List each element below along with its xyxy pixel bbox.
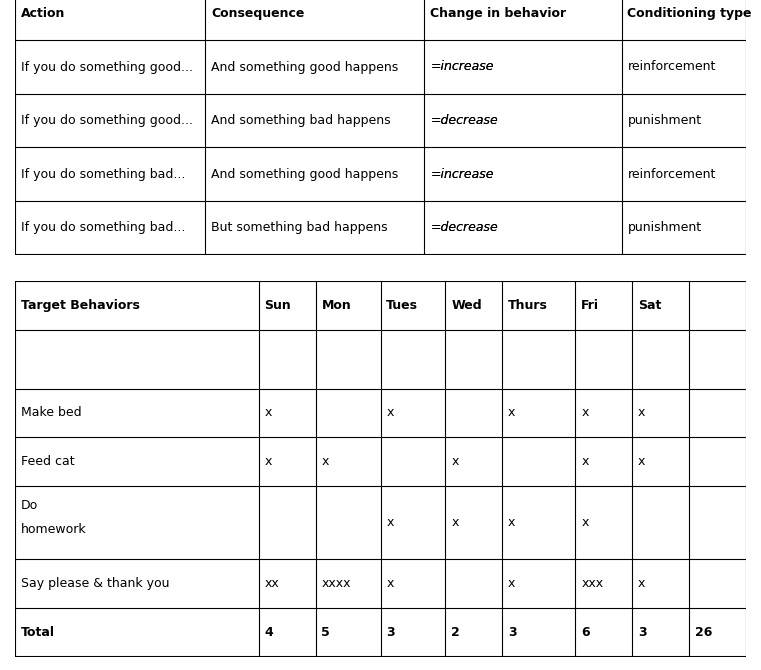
- Text: x: x: [638, 455, 645, 468]
- Text: reinforcement: reinforcement: [627, 168, 716, 181]
- Text: 3: 3: [508, 626, 517, 639]
- Text: =decrease: =decrease: [430, 221, 498, 234]
- Text: Mon: Mon: [321, 299, 351, 312]
- Text: x: x: [638, 577, 645, 590]
- Text: 4: 4: [265, 626, 273, 639]
- Text: x: x: [387, 516, 393, 529]
- Text: x: x: [508, 407, 515, 419]
- Text: =increase: =increase: [430, 168, 494, 181]
- Text: 5: 5: [321, 626, 330, 639]
- Text: Tues: Tues: [387, 299, 419, 312]
- Text: 3: 3: [638, 626, 647, 639]
- Text: Say please & thank you: Say please & thank you: [21, 577, 170, 590]
- Text: reinforcement: reinforcement: [627, 60, 716, 74]
- Text: xx: xx: [265, 577, 279, 590]
- Text: x: x: [508, 577, 515, 590]
- Text: Thurs: Thurs: [508, 299, 548, 312]
- Text: x: x: [638, 407, 645, 419]
- Text: Fri: Fri: [581, 299, 599, 312]
- Text: And something bad happens: And something bad happens: [211, 114, 390, 127]
- Text: If you do something bad...: If you do something bad...: [21, 168, 186, 181]
- Text: x: x: [451, 455, 459, 468]
- Text: xxx: xxx: [581, 577, 603, 590]
- Text: x: x: [387, 407, 393, 419]
- Text: Sun: Sun: [265, 299, 291, 312]
- Text: If you do something bad...: If you do something bad...: [21, 221, 186, 234]
- Text: =increase: =increase: [430, 60, 494, 74]
- Text: =decrease: =decrease: [430, 221, 498, 234]
- Text: And something good happens: And something good happens: [211, 60, 398, 74]
- Text: x: x: [581, 455, 588, 468]
- Text: homework: homework: [21, 523, 87, 537]
- Text: punishment: punishment: [627, 221, 702, 234]
- Text: Change in behavior: Change in behavior: [430, 7, 566, 20]
- Text: Make bed: Make bed: [21, 407, 81, 419]
- Text: =increase: =increase: [430, 168, 494, 181]
- Text: x: x: [581, 516, 588, 529]
- Text: =decrease: =decrease: [430, 221, 498, 234]
- Text: x: x: [265, 455, 272, 468]
- Text: 26: 26: [695, 626, 712, 639]
- Text: Do: Do: [21, 499, 38, 512]
- Text: x: x: [581, 407, 588, 419]
- Text: 2: 2: [451, 626, 460, 639]
- Text: xxxx: xxxx: [321, 577, 351, 590]
- Text: x: x: [508, 516, 515, 529]
- Text: x: x: [265, 407, 272, 419]
- Text: x: x: [451, 516, 459, 529]
- Text: x: x: [321, 455, 329, 468]
- Text: =decrease: =decrease: [430, 114, 498, 127]
- Text: 3: 3: [387, 626, 395, 639]
- Text: Sat: Sat: [638, 299, 661, 312]
- Text: And something good happens: And something good happens: [211, 168, 398, 181]
- Text: But something bad happens: But something bad happens: [211, 221, 387, 234]
- Text: If you do something good...: If you do something good...: [21, 60, 193, 74]
- Text: punishment: punishment: [627, 114, 702, 127]
- Text: Total: Total: [21, 626, 55, 639]
- Text: =decrease: =decrease: [430, 114, 498, 127]
- Text: Action: Action: [21, 7, 65, 20]
- Text: =increase: =increase: [430, 60, 494, 74]
- Text: Wed: Wed: [451, 299, 482, 312]
- Text: =decrease: =decrease: [430, 114, 498, 127]
- Text: =increase: =increase: [430, 168, 494, 181]
- Text: =increase: =increase: [430, 60, 494, 74]
- Text: Consequence: Consequence: [211, 7, 304, 20]
- Text: 6: 6: [581, 626, 590, 639]
- Text: If you do something good...: If you do something good...: [21, 114, 193, 127]
- Text: Conditioning type: Conditioning type: [627, 7, 752, 20]
- Text: x: x: [387, 577, 393, 590]
- Text: Target Behaviors: Target Behaviors: [21, 299, 140, 312]
- Text: Feed cat: Feed cat: [21, 455, 75, 468]
